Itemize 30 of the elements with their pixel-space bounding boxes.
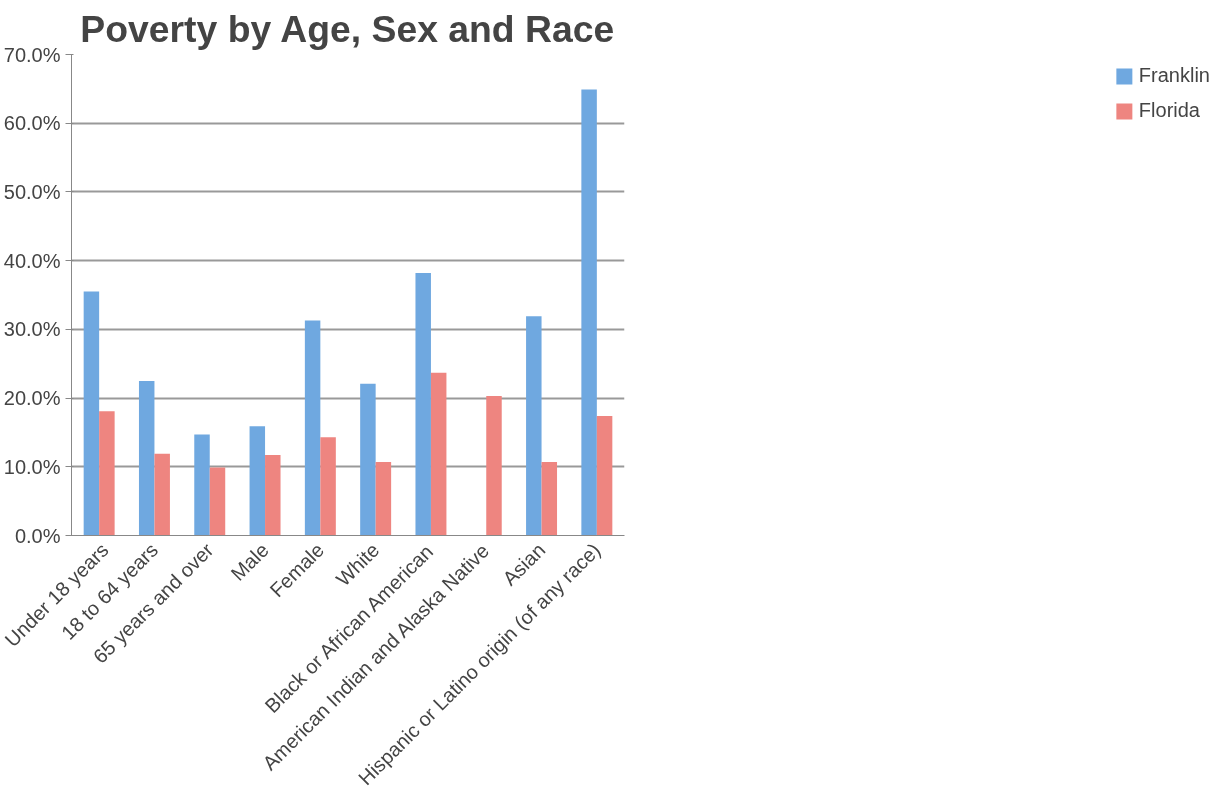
y-tick-label: 60.0% [3, 112, 61, 135]
bar [486, 396, 502, 536]
y-tick-label: 20.0% [3, 387, 61, 410]
bar [360, 383, 376, 536]
bar [596, 415, 613, 536]
y-tick-label: 70.0% [3, 43, 61, 66]
bar [83, 291, 100, 536]
bar [581, 89, 597, 536]
chart-title: Poverty by Age, Sex and Race [80, 7, 615, 50]
bar [209, 467, 226, 536]
bar [265, 455, 281, 536]
y-tick-label: 50.0% [3, 180, 61, 203]
legend-label: Florida [1138, 99, 1200, 122]
bar [320, 437, 336, 536]
y-tick-label: 40.0% [3, 249, 61, 272]
bar [430, 372, 447, 536]
y-tick-label: 10.0% [3, 455, 61, 478]
y-tick-label: 30.0% [3, 318, 61, 341]
bar [99, 411, 115, 536]
bar [526, 316, 542, 536]
bar [138, 380, 155, 536]
y-tick-label: 0.0% [14, 524, 61, 547]
legend-label: Franklin [1138, 64, 1210, 87]
bar [541, 461, 558, 536]
bar [194, 434, 210, 536]
bar [304, 320, 321, 536]
bar [154, 453, 170, 536]
bar [249, 426, 266, 536]
bar [415, 273, 431, 536]
bar [375, 461, 392, 536]
